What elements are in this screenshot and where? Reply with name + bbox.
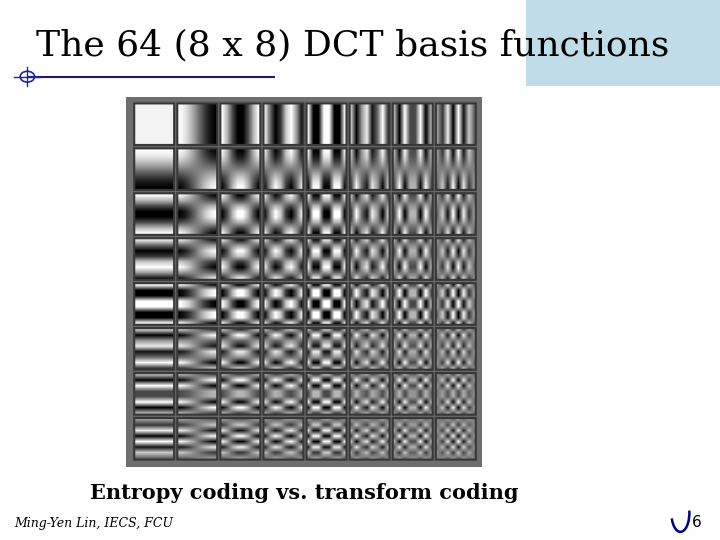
Text: Ming-Yen Lin, IECS, FCU: Ming-Yen Lin, IECS, FCU <box>14 517 174 530</box>
Text: 6: 6 <box>692 515 702 530</box>
FancyBboxPatch shape <box>526 0 720 86</box>
Text: Entropy coding vs. transform coding: Entropy coding vs. transform coding <box>90 483 518 503</box>
FancyBboxPatch shape <box>126 97 482 467</box>
Text: The 64 (8 x 8) DCT basis functions: The 64 (8 x 8) DCT basis functions <box>36 29 670 63</box>
